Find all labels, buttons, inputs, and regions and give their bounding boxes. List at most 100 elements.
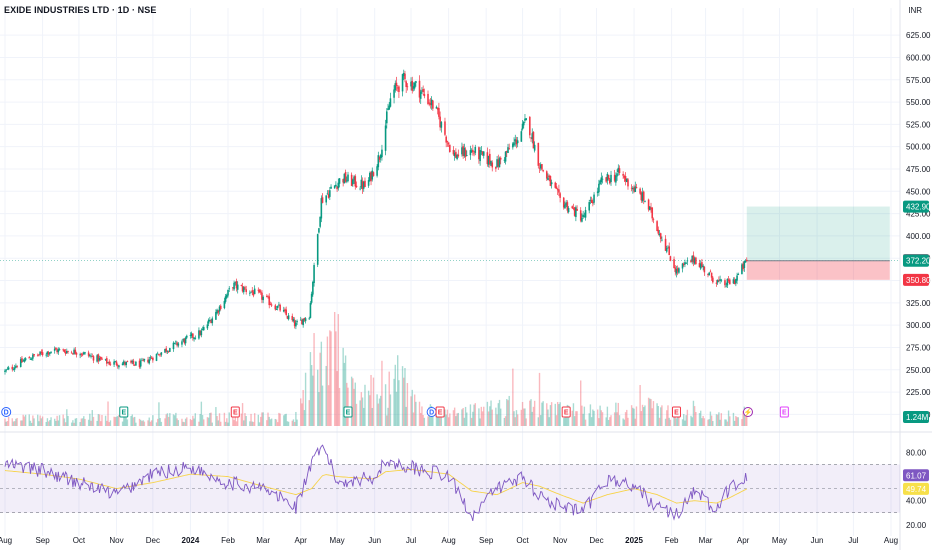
candle-body[interactable]	[202, 327, 205, 331]
candle-body[interactable]	[728, 279, 731, 285]
candle-body[interactable]	[62, 349, 64, 351]
candle-body[interactable]	[487, 155, 490, 165]
candle-body[interactable]	[555, 186, 558, 189]
candle-body[interactable]	[641, 192, 644, 201]
candle-body[interactable]	[682, 263, 685, 265]
candle-body[interactable]	[325, 195, 327, 203]
candle-body[interactable]	[91, 355, 94, 357]
candle-body[interactable]	[36, 355, 39, 357]
candle-body[interactable]	[742, 263, 744, 270]
candle-body[interactable]	[395, 82, 398, 86]
candle-body[interactable]	[481, 151, 484, 155]
candle-body[interactable]	[435, 106, 438, 109]
event-marker-earnings-green[interactable]: E	[119, 406, 129, 418]
candle-body[interactable]	[659, 233, 662, 239]
candle-body[interactable]	[396, 87, 399, 89]
candle-body[interactable]	[401, 74, 404, 92]
candle-body[interactable]	[539, 164, 542, 169]
candle-body[interactable]	[40, 351, 43, 353]
candle-body[interactable]	[182, 339, 184, 341]
candle-body[interactable]	[211, 318, 214, 324]
candle-body[interactable]	[385, 111, 388, 124]
event-marker-dividend[interactable]: D	[426, 407, 437, 417]
candle-body[interactable]	[152, 357, 154, 361]
candle-body[interactable]	[712, 277, 714, 283]
event-marker-earnings-red[interactable]: E	[561, 406, 571, 418]
candle-body[interactable]	[623, 176, 626, 178]
candle-body[interactable]	[47, 352, 50, 355]
candle-body[interactable]	[516, 140, 519, 144]
long-position-tool[interactable]	[0, 206, 900, 280]
candle-body[interactable]	[5, 369, 8, 371]
candle-body[interactable]	[367, 180, 370, 186]
earnings-icon[interactable]	[779, 406, 789, 418]
candle-body[interactable]	[335, 184, 337, 187]
candle-body[interactable]	[617, 167, 620, 173]
candle-body[interactable]	[387, 108, 389, 111]
candle-body[interactable]	[79, 354, 81, 356]
candle-body[interactable]	[292, 319, 295, 321]
candle-body[interactable]	[542, 170, 544, 172]
candle-body[interactable]	[189, 335, 192, 336]
candle-body[interactable]	[715, 282, 718, 284]
candle-body[interactable]	[209, 319, 211, 322]
candle-body[interactable]	[692, 255, 695, 263]
candle-body[interactable]	[353, 176, 355, 181]
candle-body[interactable]	[326, 193, 329, 195]
candle-body[interactable]	[249, 292, 251, 294]
candle-body[interactable]	[166, 350, 169, 352]
candle-body[interactable]	[625, 178, 628, 183]
candle-body[interactable]	[590, 199, 593, 203]
candle-body[interactable]	[732, 279, 735, 284]
flash-icon[interactable]	[742, 407, 753, 417]
candle-body[interactable]	[453, 153, 456, 157]
candle-body[interactable]	[491, 162, 494, 168]
candle-body[interactable]	[695, 257, 697, 264]
candle-body[interactable]	[463, 147, 466, 156]
candle-body[interactable]	[206, 324, 209, 329]
candle-body[interactable]	[530, 137, 532, 139]
candle-body[interactable]	[150, 358, 153, 359]
candle-body[interactable]	[4, 370, 6, 372]
rsi-line[interactable]	[4, 444, 748, 522]
candle-body[interactable]	[669, 256, 672, 261]
candle-body[interactable]	[411, 80, 414, 91]
candle-body[interactable]	[427, 93, 429, 104]
candle-body[interactable]	[73, 349, 75, 354]
candle-body[interactable]	[479, 150, 481, 162]
candle-body[interactable]	[651, 207, 654, 219]
candle-body[interactable]	[685, 262, 687, 264]
candle-body[interactable]	[592, 202, 594, 204]
candle-body[interactable]	[404, 73, 406, 80]
candle-body[interactable]	[581, 217, 583, 222]
candle-body[interactable]	[7, 367, 10, 370]
candle-body[interactable]	[296, 321, 298, 323]
candle-body[interactable]	[125, 361, 128, 366]
candle-body[interactable]	[226, 294, 228, 298]
candle-body[interactable]	[219, 305, 222, 309]
candle-body[interactable]	[615, 175, 617, 183]
candle-body[interactable]	[126, 361, 129, 362]
candle-body[interactable]	[308, 318, 311, 320]
candle-body[interactable]	[532, 131, 535, 149]
candle-body[interactable]	[559, 193, 561, 198]
candle-body[interactable]	[676, 268, 679, 272]
candle-body[interactable]	[593, 194, 595, 203]
candle-body[interactable]	[224, 296, 227, 302]
candle-body[interactable]	[606, 173, 609, 181]
candle-body[interactable]	[513, 142, 515, 146]
candle-body[interactable]	[589, 199, 592, 201]
candle-body[interactable]	[610, 174, 612, 182]
candle-body[interactable]	[566, 202, 569, 211]
event-marker-earnings-future[interactable]: E	[779, 406, 789, 418]
candle-body[interactable]	[690, 260, 692, 263]
candle-body[interactable]	[419, 91, 422, 99]
candle-body[interactable]	[415, 81, 417, 84]
candle-body[interactable]	[681, 263, 684, 269]
candle-body[interactable]	[405, 81, 407, 87]
candle-body[interactable]	[469, 150, 472, 156]
candle-body[interactable]	[124, 362, 126, 365]
candle-body[interactable]	[121, 363, 124, 366]
candle-body[interactable]	[529, 116, 531, 136]
